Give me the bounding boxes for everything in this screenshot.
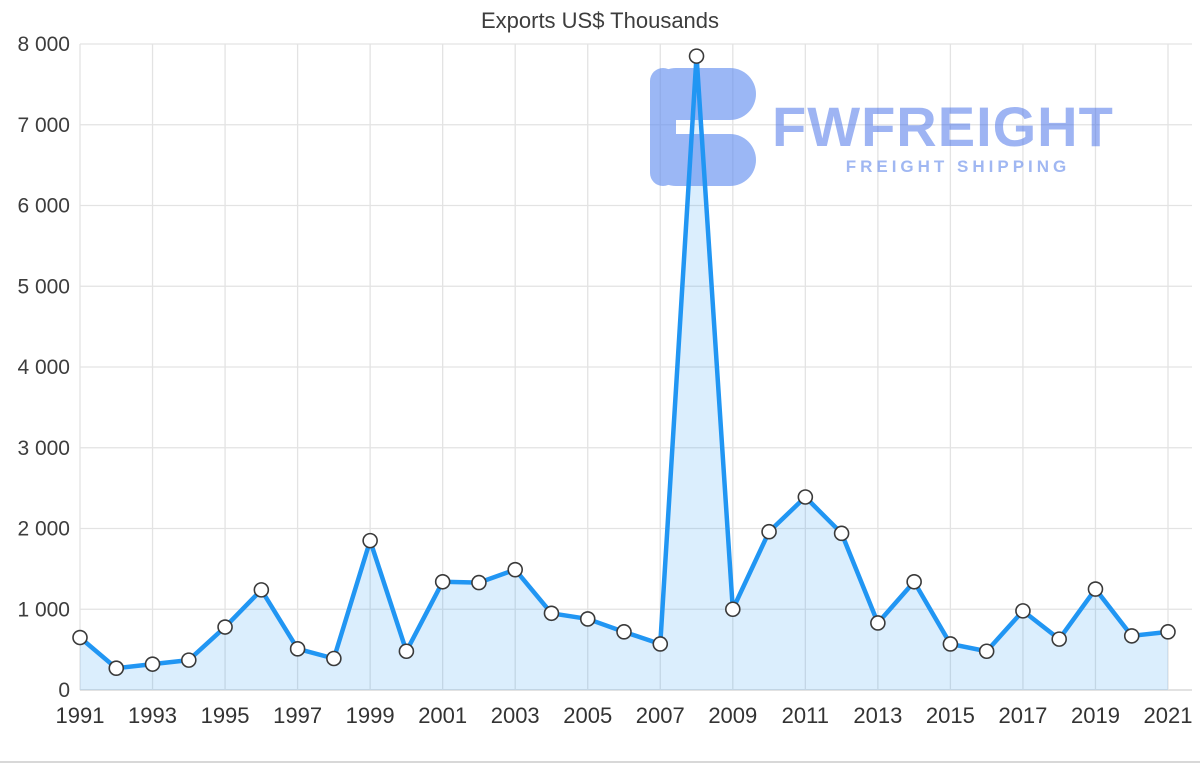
watermark-brand-text: FWFREIGHT — [772, 95, 1114, 158]
data-point-marker[interactable] — [1160, 624, 1176, 640]
data-point-marker[interactable] — [616, 624, 632, 640]
x-tick-label: 2003 — [491, 703, 540, 728]
y-tick-label: 8 000 — [17, 33, 70, 56]
data-point-marker[interactable] — [833, 525, 850, 542]
data-point-marker[interactable] — [326, 650, 342, 667]
y-tick-label: 6 000 — [17, 195, 70, 218]
chart-title: Exports US$ Thousands — [480, 8, 720, 33]
x-tick-label: 2011 — [782, 703, 829, 728]
data-point-marker[interactable] — [797, 489, 814, 505]
data-point-marker[interactable] — [870, 615, 886, 631]
data-point-marker[interactable] — [906, 573, 922, 590]
data-point-marker[interactable] — [688, 48, 705, 64]
y-tick-label: 1 000 — [17, 598, 70, 621]
y-tick-label: 4 000 — [17, 356, 70, 379]
y-tick-label: 0 — [58, 679, 70, 702]
y-tick-label: 3 000 — [17, 437, 70, 460]
data-point-marker[interactable] — [507, 561, 524, 578]
y-tick-label: 5 000 — [17, 275, 70, 298]
data-point-marker[interactable] — [289, 641, 306, 657]
data-point-marker[interactable] — [434, 573, 451, 590]
data-point-marker[interactable] — [1051, 631, 1067, 647]
data-point-marker[interactable] — [652, 636, 669, 652]
x-tick-label: 1993 — [128, 703, 177, 728]
x-tick-label: 2017 — [998, 703, 1047, 728]
watermark-tagline-text: FREIGHT SHIPPING — [846, 157, 1071, 176]
x-tick-label: 2019 — [1071, 703, 1120, 728]
data-point-marker[interactable] — [362, 532, 378, 549]
axis-labels-layer: 0 1 000 2 000 3 000 4 000 5 000 6 000 7 000 8 00… — [17, 33, 1192, 728]
data-point-marker[interactable] — [72, 629, 88, 646]
data-point-marker[interactable] — [181, 652, 197, 668]
data-point-marker[interactable] — [108, 660, 125, 676]
x-tick-label: 2021 — [1144, 703, 1193, 728]
watermark: FWFREIGHT FREIGHT SHIPPING — [650, 68, 1114, 186]
data-point-marker[interactable] — [253, 582, 270, 598]
data-point-marker[interactable] — [724, 601, 741, 618]
x-tick-label: 2005 — [563, 703, 612, 728]
markers-layer — [72, 48, 1176, 676]
data-point-marker[interactable] — [942, 636, 959, 652]
x-tick-label: 2015 — [926, 703, 975, 728]
y-tick-label: 2 000 — [17, 518, 70, 541]
data-point-marker[interactable] — [144, 656, 161, 672]
x-tick-label: 2009 — [708, 703, 757, 728]
data-point-marker[interactable] — [543, 605, 560, 622]
data-point-marker[interactable] — [1087, 581, 1104, 597]
x-tick-label: 2013 — [853, 703, 902, 728]
gridlines-layer — [79, 43, 1192, 691]
data-point-marker[interactable] — [1123, 628, 1140, 644]
x-tick-label: 1991 — [56, 703, 105, 728]
data-point-marker[interactable] — [1015, 603, 1031, 619]
x-tick-label: 2001 — [418, 703, 467, 728]
data-point-marker[interactable] — [217, 619, 233, 635]
x-tick-label: 1995 — [201, 703, 250, 728]
data-point-marker[interactable] — [398, 643, 415, 660]
x-tick-label: 1997 — [273, 703, 322, 728]
data-point-marker[interactable] — [761, 523, 777, 540]
data-point-marker[interactable] — [978, 643, 995, 660]
data-point-marker[interactable] — [579, 611, 596, 627]
data-point-marker[interactable] — [471, 574, 487, 591]
x-tick-label: 1999 — [346, 703, 395, 728]
y-tick-label: 7 000 — [17, 114, 70, 137]
x-tick-label: 2007 — [636, 703, 685, 728]
